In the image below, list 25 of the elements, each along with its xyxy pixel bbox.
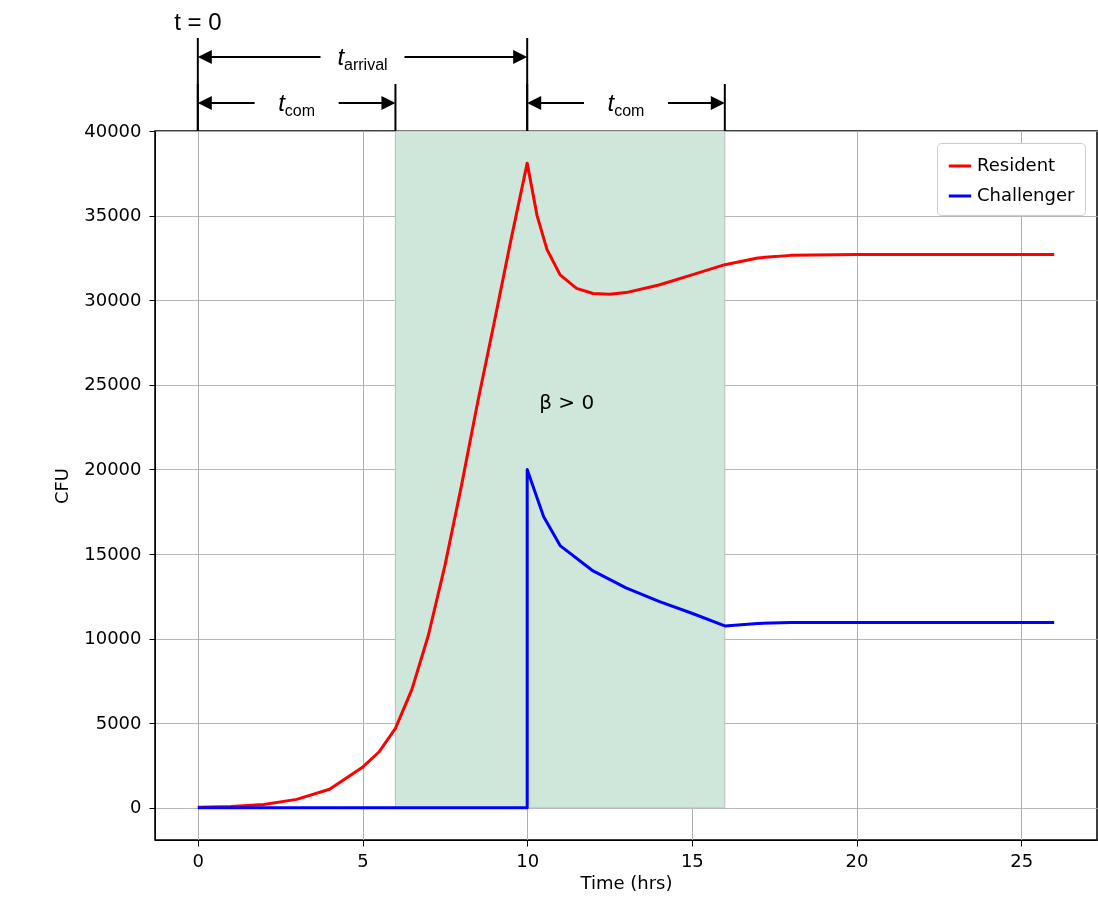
x-tick-label: 5 (357, 849, 369, 871)
text: t$_{com}$ (278, 89, 316, 119)
x-axis-title: Time (hrs) (579, 871, 673, 893)
y-tick-label: 15000 (84, 542, 142, 564)
text: t = 0 (174, 8, 222, 35)
legend-label: Resident (977, 154, 1056, 175)
y-tick-label: 20000 (84, 457, 142, 479)
x-tick-label: 10 (516, 849, 540, 871)
x-tick-label: 0 (192, 849, 205, 871)
x-tick-label: 25 (1010, 849, 1034, 871)
line-series (196, 467, 1056, 810)
y-tick-label: 30000 (84, 288, 142, 310)
y-tick-label: 5000 (95, 711, 142, 733)
y-tick-label: 10000 (84, 627, 142, 649)
x-tick-label: 20 (845, 849, 869, 871)
text: t$_{com}$ (607, 89, 645, 119)
y-tick-label: 40000 (84, 119, 142, 141)
y-tick-label: 25000 (84, 373, 142, 395)
y-tick-label: 0 (130, 796, 142, 818)
y-tick-label: 35000 (84, 204, 142, 226)
y-axis-title: CFU (51, 467, 73, 505)
text: t$_{arrival}$ (337, 43, 388, 73)
x-tick-label: 15 (680, 849, 704, 871)
annotation: β > 0 (539, 390, 595, 415)
legend-label: Challenger (977, 184, 1075, 205)
